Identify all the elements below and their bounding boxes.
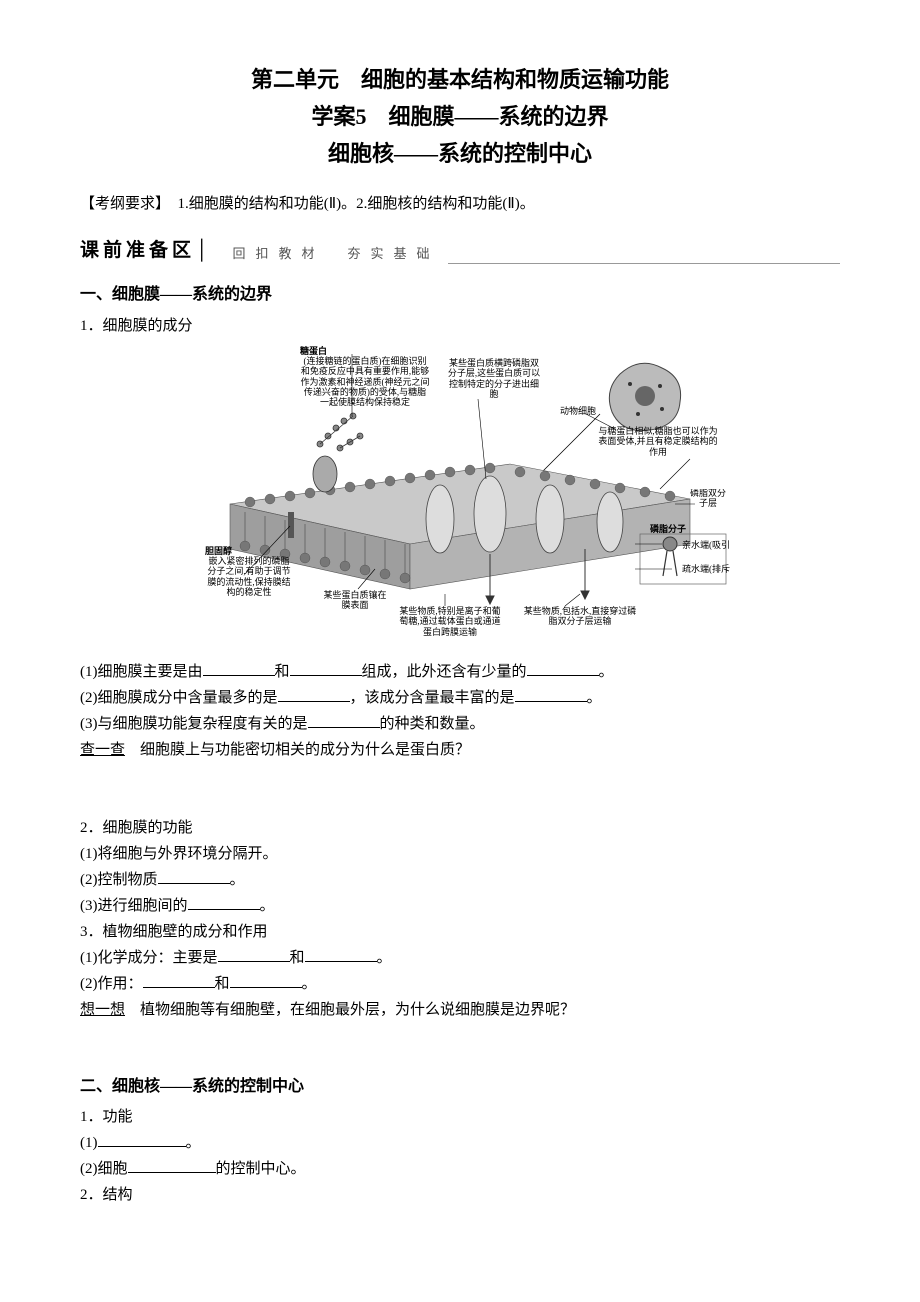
blank [278,686,350,702]
membrane-diagram: 糖蛋白 (连接糖链的蛋白质)在细胞识别和免疫反应中具有重要作用,能够作为激素和神… [190,344,730,644]
blank [98,1131,186,1147]
sec1-item2: 2．细胞膜的功能 [80,816,840,840]
sec2-item2: 2．结构 [80,1183,840,1207]
blank [515,686,587,702]
animal-cell-icon [609,363,680,430]
sec1-w2: (2)作用：和。 [80,972,840,996]
blank [230,972,302,988]
blank [128,1157,216,1173]
heading-sec2: 二、细胞核——系统的控制中心 [80,1074,840,1100]
sec1-item1: 1．细胞膜的成分 [80,314,840,338]
pre-section-label: 课前准备区│ [80,236,212,268]
sec1-check: 查一查 细胞膜上与功能密切相关的成分为什么是蛋白质？ [80,738,840,762]
blank [158,868,230,884]
svg-text:糖蛋白: 糖蛋白 [300,345,327,356]
sec1-item3: 3．植物细胞壁的成分和作用 [80,920,840,944]
membrane-diagram-block: 糖蛋白 (连接糖链的蛋白质)在细胞识别和免疫反应中具有重要作用,能够作为激素和神… [80,344,840,652]
cholesterol-icon [288,512,294,538]
think-label: 想一想 [80,1002,125,1018]
title-block: 第二单元 细胞的基本结构和物质运输功能 学案5 细胞膜——系统的边界 细胞核——… [80,62,840,172]
blank [290,660,362,676]
sec1-f2: (2)控制物质。 [80,868,840,892]
blank [143,972,215,988]
svg-text:疏水端(排斥水): 疏水端(排斥水) [682,563,730,574]
sec2-f2: (2)细胞的控制中心。 [80,1157,840,1181]
svg-text:胆固醇: 胆固醇 [205,545,232,556]
exam-requirement: 【考纲要求】 1.细胞膜的结构和功能(Ⅱ)。2.细胞核的结构和功能(Ⅱ)。 [80,192,840,216]
sec1-think: 想一想 植物细胞等有细胞壁，在细胞最外层，为什么说细胞膜是边界呢？ [80,998,840,1022]
pre-section-bar: 课前准备区│ 回扣教材 夯实基础 [80,236,840,268]
sec1-f3: (3)进行细胞间的。 [80,894,840,918]
blank [203,660,275,676]
sec1-q3: (3)与细胞膜功能复杂程度有关的是的种类和数量。 [80,712,840,736]
title-line-3: 细胞核——系统的控制中心 [80,136,840,171]
sec1-q2: (2)细胞膜成分中含量最多的是，该成分含量最丰富的是。 [80,686,840,710]
blank [305,946,377,962]
pre-section-rule [448,262,841,264]
svg-text:磷脂分子: 磷脂分子 [650,523,686,534]
check-label: 查一查 [80,742,125,758]
sec1-f1: (1)将细胞与外界环境分隔开。 [80,842,840,866]
heading-sec1: 一、细胞膜——系统的边界 [80,282,840,308]
sec2-f1: (1)。 [80,1131,840,1155]
blank-space [80,1024,840,1060]
sec1-q1: (1)细胞膜主要是由和组成，此外还含有少量的。 [80,660,840,684]
req-text: 1.细胞膜的结构和功能(Ⅱ)。2.细胞核的结构和功能(Ⅱ)。 [163,196,535,212]
pre-section-sub: 回扣教材 夯实基础 [232,244,439,268]
blank [188,894,260,910]
blank [308,712,380,728]
req-label: 【考纲要求】 [80,196,163,212]
sec2-item1: 1．功能 [80,1105,840,1129]
sec1-w1: (1)化学成分：主要是和。 [80,946,840,970]
blank [218,946,290,962]
blank-space [80,764,840,814]
title-line-2: 学案5 细胞膜——系统的边界 [80,99,840,134]
svg-text:亲水端(吸引水): 亲水端(吸引水) [682,539,730,550]
title-line-1: 第二单元 细胞的基本结构和物质运输功能 [80,62,840,97]
svg-text:动物细胞: 动物细胞 [560,405,596,416]
blank [527,660,599,676]
